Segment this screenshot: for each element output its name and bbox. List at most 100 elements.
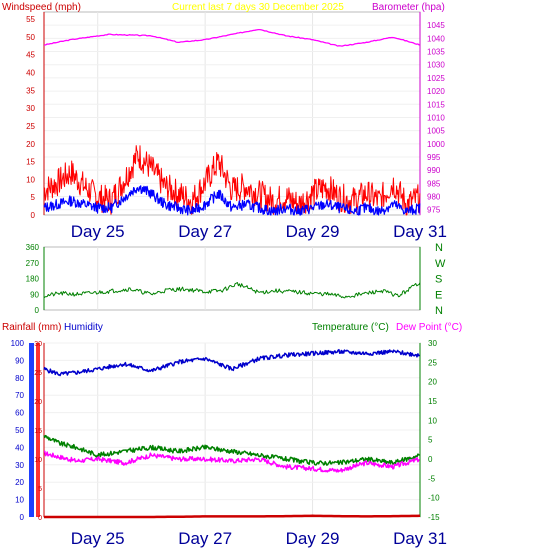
compass-tick-label: W bbox=[435, 258, 446, 270]
barometer-tick-label: 1025 bbox=[427, 74, 445, 83]
windspeed-tick-label: 50 bbox=[26, 33, 35, 42]
barometer-tick-label: 995 bbox=[427, 153, 441, 162]
x-tick-label: Day 29 bbox=[286, 529, 340, 548]
direction-tick-label: 90 bbox=[30, 290, 39, 299]
humidity-tick-label: 5 bbox=[38, 486, 42, 493]
rainfall-tick-label: 50 bbox=[15, 426, 24, 435]
barometer-tick-label: 980 bbox=[427, 193, 441, 202]
panel-rain-humidity-temp: Rainfall (mm) Humidity Temperature (°C) … bbox=[2, 322, 462, 548]
chart-title: Current last 7 days 30 December 2025 bbox=[172, 2, 344, 13]
compass-tick-label: E bbox=[435, 289, 442, 301]
humidity-tick-label: 0 bbox=[38, 515, 42, 522]
barometer-tick-label: 990 bbox=[427, 166, 441, 175]
temperature-tick-label: -5 bbox=[428, 474, 436, 483]
direction-degree-ticks: 0 90 180 270 360 bbox=[26, 243, 45, 315]
windspeed-tick-label: 40 bbox=[26, 69, 35, 78]
temperature-axis-label: Temperature (°C) bbox=[312, 322, 389, 333]
windspeed-tick-label: 45 bbox=[26, 51, 35, 60]
direction-tick-label: 180 bbox=[26, 275, 40, 284]
temperature-tick-label: 25 bbox=[428, 358, 437, 367]
rainfall-tick-label: 90 bbox=[15, 356, 24, 365]
barometer-tick-label: 1005 bbox=[427, 127, 445, 136]
gust-line bbox=[43, 185, 421, 216]
rainfall-tick-label: 30 bbox=[15, 461, 24, 470]
windspeed-ticks: 0 5 10 15 20 25 30 35 40 45 50 55 bbox=[26, 12, 45, 220]
windspeed-axis-label: Windspeed (mph) bbox=[2, 2, 81, 13]
compass-tick-label: S bbox=[435, 274, 442, 286]
temperature-tick-label: 5 bbox=[428, 436, 433, 445]
panel-wind-direction-series bbox=[43, 282, 421, 299]
rainfall-tick-label: 80 bbox=[15, 374, 24, 383]
temperature-tick-label: 15 bbox=[428, 397, 437, 406]
panel-wind-pressure-series bbox=[43, 28, 421, 216]
humidity-ticks: 0 5 10 15 20 25 30 bbox=[34, 341, 45, 522]
barometer-tick-label: 1045 bbox=[427, 21, 445, 30]
panel-rain-humidity-temp-series bbox=[43, 348, 421, 519]
windspeed-tick-label: 0 bbox=[31, 211, 36, 220]
x-tick-label: Day 25 bbox=[71, 529, 125, 548]
x-tick-label: Day 31 bbox=[393, 529, 447, 548]
barometer-tick-label: 1015 bbox=[427, 100, 445, 109]
dew-point-line bbox=[44, 450, 421, 473]
barometer-axis-label: Barometer (hpa) bbox=[372, 2, 445, 13]
rainfall-ticks: 0 10 20 30 40 50 60 70 80 90 100 bbox=[11, 339, 25, 522]
windspeed-tick-label: 15 bbox=[26, 158, 35, 167]
rainfall-tick-label: 40 bbox=[15, 443, 24, 452]
panel-wind-pressure-x-labels: Day 25 Day 27 Day 29 Day 31 bbox=[71, 222, 447, 241]
humidity-tick-label: 10 bbox=[34, 457, 42, 464]
barometer-tick-label: 985 bbox=[427, 179, 441, 188]
temperature-tick-label: 30 bbox=[428, 339, 437, 348]
panel-wind-pressure: Windspeed (mph) Current last 7 days 30 D… bbox=[2, 2, 447, 241]
rainfall-tick-label: 60 bbox=[15, 409, 24, 418]
barometer-tick-label: 975 bbox=[427, 206, 441, 215]
x-tick-label: Day 27 bbox=[178, 222, 232, 241]
rainfall-tick-label: 100 bbox=[11, 339, 25, 348]
rainfall-scale-bar bbox=[36, 343, 40, 517]
humidity-scale-bar bbox=[29, 343, 34, 517]
barometer-line bbox=[43, 28, 420, 47]
panel-wind-pressure-gridlines bbox=[44, 12, 421, 215]
temperature-line bbox=[43, 434, 420, 466]
humidity-tick-label: 30 bbox=[34, 341, 42, 348]
rainfall-tick-label: 20 bbox=[15, 478, 24, 487]
panel-wind-direction-frame bbox=[43, 246, 421, 311]
humidity-line bbox=[43, 348, 420, 377]
rainfall-tick-label: 10 bbox=[15, 496, 24, 505]
direction-tick-label: 360 bbox=[26, 243, 40, 252]
barometer-tick-label: 1020 bbox=[427, 87, 445, 96]
panel-wind-pressure-frame bbox=[43, 11, 421, 216]
rainfall-tick-label: 70 bbox=[15, 391, 24, 400]
windspeed-tick-label: 20 bbox=[26, 140, 35, 149]
x-tick-label: Day 31 bbox=[393, 222, 447, 241]
rainfall-line bbox=[44, 514, 421, 519]
barometer-tick-label: 1040 bbox=[427, 34, 445, 43]
compass-tick-label: N bbox=[435, 305, 443, 317]
windspeed-tick-label: 25 bbox=[26, 122, 35, 131]
temperature-tick-label: 10 bbox=[428, 416, 437, 425]
x-tick-label: Day 25 bbox=[71, 222, 125, 241]
windspeed-tick-label: 30 bbox=[26, 104, 35, 113]
barometer-tick-label: 1035 bbox=[427, 48, 445, 57]
temperature-tick-label: 0 bbox=[428, 455, 433, 464]
windspeed-tick-label: 5 bbox=[31, 193, 36, 202]
rainfall-axis-label: Rainfall (mm) bbox=[2, 322, 61, 333]
wind-direction-line bbox=[43, 282, 421, 299]
humidity-tick-label: 15 bbox=[34, 428, 42, 435]
windspeed-tick-label: 55 bbox=[26, 15, 35, 24]
barometer-tick-label: 1030 bbox=[427, 61, 445, 70]
windspeed-tick-label: 10 bbox=[26, 175, 35, 184]
direction-tick-label: 270 bbox=[26, 259, 40, 268]
barometer-tick-label: 1010 bbox=[427, 113, 445, 122]
rainfall-tick-label: 0 bbox=[20, 513, 25, 522]
temperature-tick-label: -10 bbox=[428, 494, 440, 503]
x-tick-label: Day 27 bbox=[178, 529, 232, 548]
direction-tick-label: 0 bbox=[35, 306, 40, 315]
barometer-tick-label: 1000 bbox=[427, 140, 445, 149]
humidity-axis-label: Humidity bbox=[64, 322, 103, 333]
barometer-ticks: 975 980 985 990 995 1000 1005 1010 1015 1020 1025 1… bbox=[419, 12, 445, 215]
compass-tick-label: N bbox=[435, 242, 443, 254]
